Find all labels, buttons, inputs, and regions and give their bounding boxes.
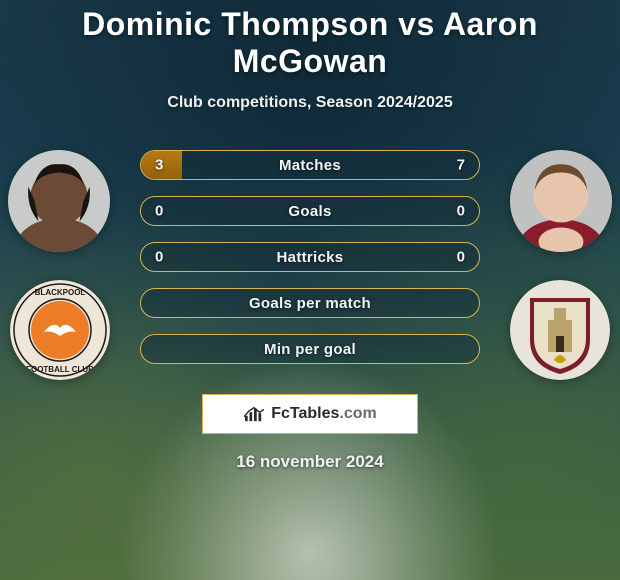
page-subtitle: Club competitions, Season 2024/2025 — [0, 94, 620, 112]
main-row: BLACKPOOL FOOTBALL CLUB 3 Matches — [0, 140, 620, 380]
bar-chart-icon — [243, 405, 265, 423]
page-title: Dominic Thompson vs Aaron McGowan — [0, 6, 620, 80]
stat-row-hattricks: 0 Hattricks 0 — [140, 242, 480, 272]
stat-label: Hattricks — [277, 249, 344, 266]
stat-label: Goals per match — [249, 295, 371, 312]
brand-name: FcTables — [271, 405, 339, 422]
stat-value-left: 3 — [155, 157, 163, 174]
snapshot-date: 16 november 2024 — [0, 452, 620, 472]
stat-row-gpm: Goals per match — [140, 288, 480, 318]
club-crest-icon — [510, 280, 610, 380]
stat-row-matches: 3 Matches 7 — [140, 150, 480, 180]
stat-value-left: 0 — [155, 249, 163, 266]
club-crest-icon: BLACKPOOL FOOTBALL CLUB — [10, 280, 110, 380]
player-photo-right — [510, 150, 612, 252]
player-avatar-icon — [8, 150, 110, 252]
stats-list: 3 Matches 7 0 Goals 0 0 Hattricks 0 — [140, 150, 480, 364]
player-avatar-icon — [510, 150, 612, 252]
stat-row-goals: 0 Goals 0 — [140, 196, 480, 226]
svg-text:BLACKPOOL: BLACKPOOL — [35, 288, 86, 297]
stat-value-right: 7 — [457, 157, 465, 174]
player-photo-left — [8, 150, 110, 252]
brand-text: FcTables.com — [271, 405, 377, 423]
stat-row-mpg: Min per goal — [140, 334, 480, 364]
club-crest-left: BLACKPOOL FOOTBALL CLUB — [10, 280, 110, 380]
stat-label: Min per goal — [264, 341, 356, 358]
brand-domain: .com — [339, 405, 376, 422]
stat-label: Goals — [288, 203, 331, 220]
stat-value-left: 0 — [155, 203, 163, 220]
brand-badge[interactable]: FcTables.com — [202, 394, 418, 434]
stat-value-right: 0 — [457, 203, 465, 220]
svg-text:FOOTBALL CLUB: FOOTBALL CLUB — [26, 365, 94, 374]
stat-value-right: 0 — [457, 249, 465, 266]
club-crest-right — [510, 280, 610, 380]
stat-label: Matches — [279, 157, 341, 174]
comparison-card: Dominic Thompson vs Aaron McGowan Club c… — [0, 0, 620, 580]
